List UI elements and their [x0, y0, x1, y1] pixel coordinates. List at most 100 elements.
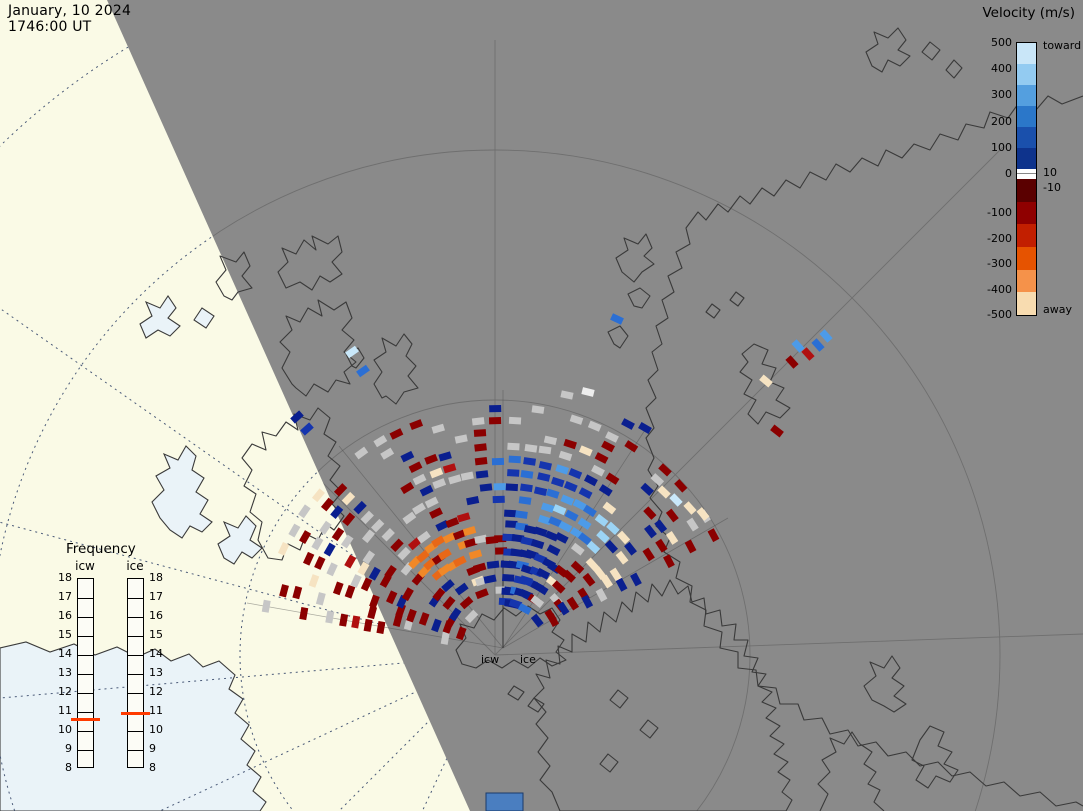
echo-cell	[367, 605, 378, 620]
echo-cell	[505, 520, 518, 529]
echo-cell	[474, 443, 487, 452]
echo-cell	[785, 355, 799, 369]
echo-cell	[638, 421, 652, 435]
frequency-marker-ice	[121, 711, 150, 715]
echo-cell	[669, 493, 683, 507]
echo-cell	[538, 460, 552, 471]
echo-cell	[357, 561, 370, 576]
echo-cell	[435, 519, 450, 532]
echo-cell	[552, 504, 567, 516]
echo-cell	[400, 481, 415, 495]
echo-cell	[568, 467, 583, 480]
echo-cell	[523, 524, 538, 535]
echo-cell	[665, 508, 679, 523]
echo-cell	[604, 539, 619, 554]
echo-cell	[479, 483, 493, 492]
echo-cell	[462, 525, 477, 537]
echo-cell	[360, 510, 374, 525]
echo-cell	[464, 537, 478, 548]
echo-cell	[514, 510, 528, 519]
frequency-column-icw: icw	[75, 559, 95, 573]
echo-cell	[577, 532, 592, 546]
echo-cell	[345, 345, 359, 359]
echo-cell	[674, 479, 688, 493]
echo-cell	[319, 520, 332, 535]
echo-cell	[454, 582, 469, 596]
echo-cell	[578, 487, 593, 500]
echo-cell	[543, 435, 558, 446]
echo-cell	[438, 451, 452, 462]
echo-cell	[299, 607, 309, 621]
velocity-legend-title: Velocity (m/s)	[982, 5, 1075, 21]
echo-cell	[562, 569, 576, 583]
echo-cell	[811, 338, 825, 352]
echo-cell	[392, 613, 403, 628]
echo-cell	[605, 431, 619, 443]
toward-label: toward	[1043, 39, 1082, 52]
echo-cell	[416, 549, 430, 563]
echo-cell	[624, 440, 639, 453]
echo-cell	[418, 612, 430, 626]
echo-cell	[288, 523, 301, 538]
echo-cell	[569, 414, 584, 425]
echo-cell	[407, 537, 422, 551]
echo-cell	[505, 483, 519, 492]
echo-cell	[325, 610, 335, 624]
echo-cell	[658, 463, 672, 477]
blue-marker-box	[485, 792, 524, 811]
echo-cell	[351, 615, 361, 629]
echo-cell	[524, 443, 538, 453]
echo-cell	[412, 473, 427, 486]
echo-cell	[578, 445, 593, 457]
echo-cell	[759, 374, 773, 388]
coastlines	[215, 27, 1083, 811]
echo-cell	[431, 618, 442, 633]
echo-cell	[550, 476, 565, 488]
echo-cell	[442, 596, 456, 610]
echo-cell	[630, 572, 642, 587]
echo-cell	[315, 592, 326, 606]
echo-cell	[406, 608, 417, 623]
echo-cell	[533, 486, 548, 497]
echo-cell	[684, 539, 697, 554]
echo-cell	[308, 574, 320, 588]
echo-cell	[331, 527, 345, 542]
echo-cell	[390, 538, 404, 553]
dayside-terminator-wedge	[0, 0, 470, 811]
echo-cell	[408, 461, 423, 473]
echo-cell	[339, 613, 349, 627]
echo-cell	[376, 620, 386, 635]
echo-cell	[587, 420, 602, 432]
echo-cell	[314, 556, 326, 570]
echo-cell	[511, 533, 525, 543]
echo-cell	[801, 347, 815, 361]
echo-cell	[581, 387, 595, 397]
echo-cell	[591, 464, 605, 477]
echo-cell	[530, 595, 545, 608]
echo-cell	[654, 519, 668, 534]
radar-echo-cells	[261, 404, 720, 645]
echo-cell	[437, 548, 452, 561]
echo-cell	[555, 464, 569, 475]
radar-site-label-ice: ice	[520, 653, 536, 666]
echo-cell	[502, 574, 515, 582]
echo-cell	[464, 609, 479, 624]
echo-cell	[791, 339, 805, 353]
echo-cell	[508, 416, 522, 425]
echo-cell	[400, 450, 415, 463]
echo-cell	[363, 618, 373, 632]
echo-cell	[300, 422, 314, 436]
echo-cell	[429, 507, 443, 519]
echo-cell	[557, 601, 570, 616]
echo-cell	[546, 544, 561, 556]
echo-cell	[389, 428, 404, 440]
echo-cell	[292, 585, 303, 600]
echo-cell	[560, 390, 574, 400]
echo-cell	[605, 472, 620, 485]
echo-cell	[642, 547, 655, 562]
echo-cell	[360, 577, 373, 592]
echo-cell	[643, 506, 657, 520]
echo-cell	[554, 532, 569, 544]
echo-cell	[534, 582, 549, 596]
